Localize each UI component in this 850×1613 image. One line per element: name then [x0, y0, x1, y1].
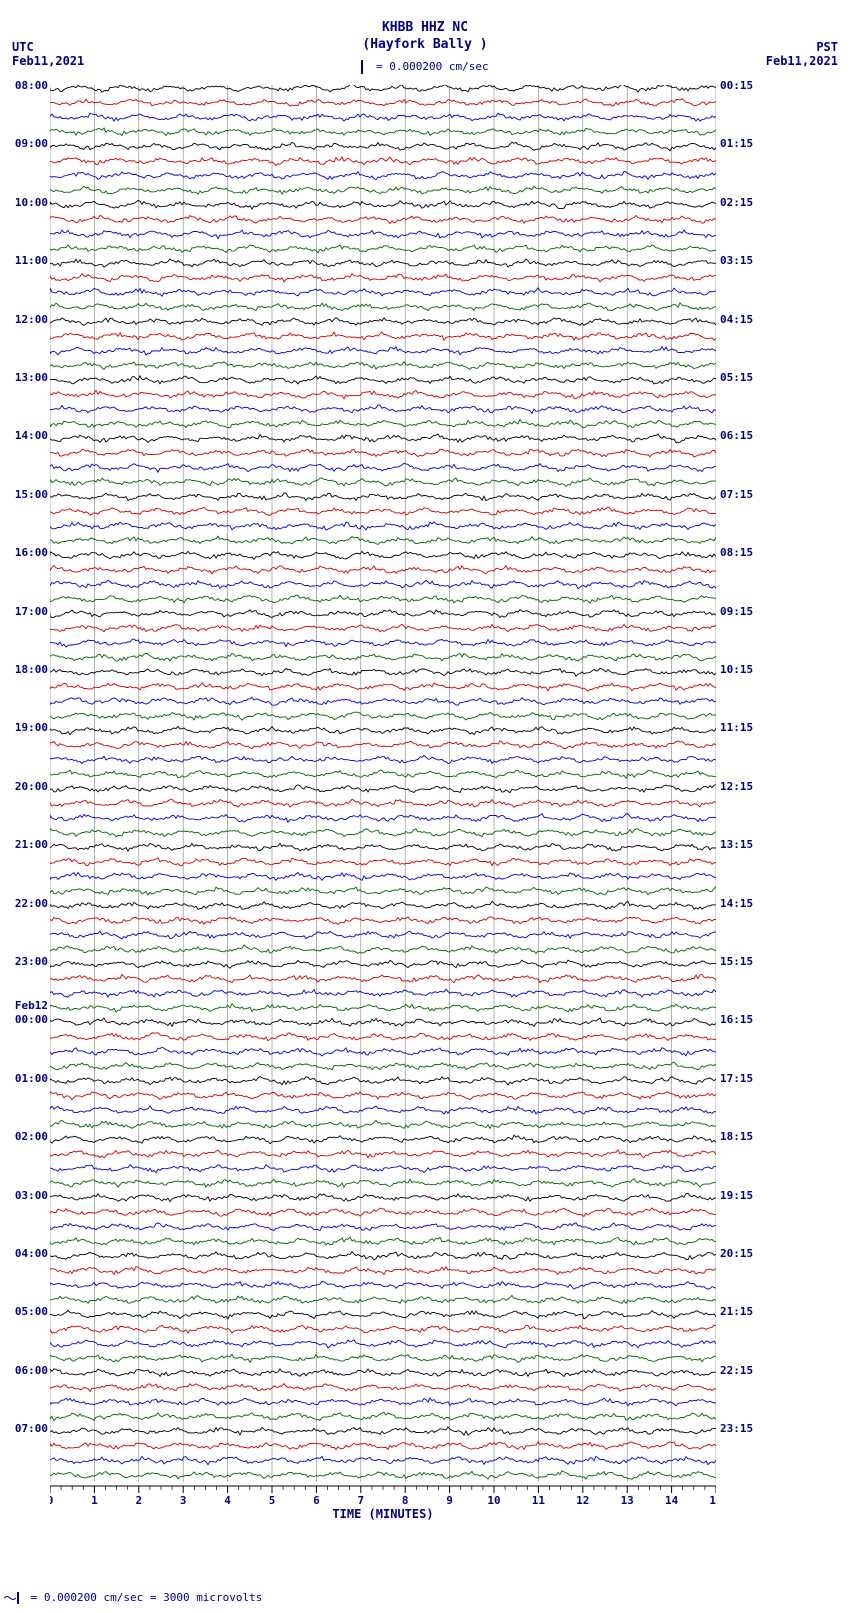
tz-right: PST Feb11,2021 — [766, 40, 838, 68]
svg-text:5: 5 — [269, 1494, 276, 1507]
left-time-label: 22:00 — [15, 897, 48, 910]
left-time-label: 09:00 — [15, 137, 48, 150]
tz-left-label: UTC — [12, 40, 84, 54]
tz-right-date: Feb11,2021 — [766, 54, 838, 68]
seismogram-plot: 0123456789101112131415TIME (MINUTES) — [50, 85, 716, 1515]
svg-text:9: 9 — [446, 1494, 453, 1507]
right-time-label: 19:15 — [720, 1189, 753, 1202]
right-time-label: 13:15 — [720, 838, 753, 851]
left-time-label: 23:00 — [15, 955, 48, 968]
tz-left-date: Feb11,2021 — [12, 54, 84, 68]
left-time-label: 11:00 — [15, 254, 48, 267]
tz-right-label: PST — [766, 40, 838, 54]
right-time-label: 09:15 — [720, 605, 753, 618]
tz-left: UTC Feb11,2021 — [12, 40, 84, 68]
right-time-label: 16:15 — [720, 1013, 753, 1026]
scale-bar-icon — [361, 60, 363, 74]
right-time-label: 00:15 — [720, 79, 753, 92]
right-time-label: 15:15 — [720, 955, 753, 968]
right-time-label: 07:15 — [720, 488, 753, 501]
svg-text:7: 7 — [357, 1494, 364, 1507]
footer-scale-text: = 0.000200 cm/sec = 3000 microvolts — [31, 1591, 263, 1604]
left-time-label: 08:00 — [15, 79, 48, 92]
right-time-label: 10:15 — [720, 663, 753, 676]
left-time-label: 02:00 — [15, 1130, 48, 1143]
svg-text:1: 1 — [91, 1494, 98, 1507]
right-time-label: 08:15 — [720, 546, 753, 559]
right-time-label: 06:15 — [720, 429, 753, 442]
svg-text:12: 12 — [576, 1494, 589, 1507]
station-location: (Hayfork Bally ) — [0, 37, 850, 54]
right-time-label: 02:15 — [720, 196, 753, 209]
right-time-label: 01:15 — [720, 137, 753, 150]
svg-text:8: 8 — [402, 1494, 409, 1507]
footer-scale-icon — [4, 1591, 24, 1605]
right-time-label: 22:15 — [720, 1364, 753, 1377]
left-time-label: 21:00 — [15, 838, 48, 851]
right-time-label: 17:15 — [720, 1072, 753, 1085]
scale-label: = 0.000200 cm/sec — [376, 60, 489, 73]
left-time-label: 01:00 — [15, 1072, 48, 1085]
right-time-label: 12:15 — [720, 780, 753, 793]
svg-text:10: 10 — [487, 1494, 500, 1507]
left-time-label: 06:00 — [15, 1364, 48, 1377]
left-time-label: 16:00 — [15, 546, 48, 559]
left-time-label: 15:00 — [15, 488, 48, 501]
svg-text:2: 2 — [135, 1494, 142, 1507]
left-time-label: 10:00 — [15, 196, 48, 209]
station-code: KHBB HHZ NC — [0, 20, 850, 37]
right-time-label: 20:15 — [720, 1247, 753, 1260]
right-time-label: 18:15 — [720, 1130, 753, 1143]
left-time-label: 19:00 — [15, 721, 48, 734]
svg-text:15: 15 — [709, 1494, 716, 1507]
left-time-label: 03:00 — [15, 1189, 48, 1202]
left-time-label: 20:00 — [15, 780, 48, 793]
svg-text:TIME (MINUTES): TIME (MINUTES) — [332, 1507, 433, 1521]
right-time-label: 04:15 — [720, 313, 753, 326]
svg-text:3: 3 — [180, 1494, 187, 1507]
right-time-label: 05:15 — [720, 371, 753, 384]
left-time-label: 13:00 — [15, 371, 48, 384]
left-time-label: 07:00 — [15, 1422, 48, 1435]
svg-text:6: 6 — [313, 1494, 320, 1507]
left-time-label: 00:00 — [15, 1013, 48, 1026]
svg-text:4: 4 — [224, 1494, 231, 1507]
right-time-label: 21:15 — [720, 1305, 753, 1318]
svg-text:14: 14 — [665, 1494, 679, 1507]
left-time-label: Feb12 — [15, 999, 48, 1012]
svg-text:11: 11 — [532, 1494, 546, 1507]
left-time-label: 17:00 — [15, 605, 48, 618]
seismogram-svg: 0123456789101112131415TIME (MINUTES) — [50, 85, 716, 1555]
left-time-label: 14:00 — [15, 429, 48, 442]
footer-scale: = 0.000200 cm/sec = 3000 microvolts — [4, 1591, 262, 1605]
seismogram-container: UTC Feb11,2021 PST Feb11,2021 KHBB HHZ N… — [0, 0, 850, 1613]
left-time-label: 04:00 — [15, 1247, 48, 1260]
right-time-label: 23:15 — [720, 1422, 753, 1435]
svg-text:13: 13 — [621, 1494, 634, 1507]
right-time-label: 11:15 — [720, 721, 753, 734]
left-time-label: 18:00 — [15, 663, 48, 676]
svg-text:0: 0 — [50, 1494, 53, 1507]
right-time-label: 14:15 — [720, 897, 753, 910]
left-time-label: 05:00 — [15, 1305, 48, 1318]
right-time-label: 03:15 — [720, 254, 753, 267]
left-time-label: 12:00 — [15, 313, 48, 326]
scale-indicator: = 0.000200 cm/sec — [0, 60, 850, 74]
header: KHBB HHZ NC (Hayfork Bally ) = 0.000200 … — [0, 0, 850, 74]
